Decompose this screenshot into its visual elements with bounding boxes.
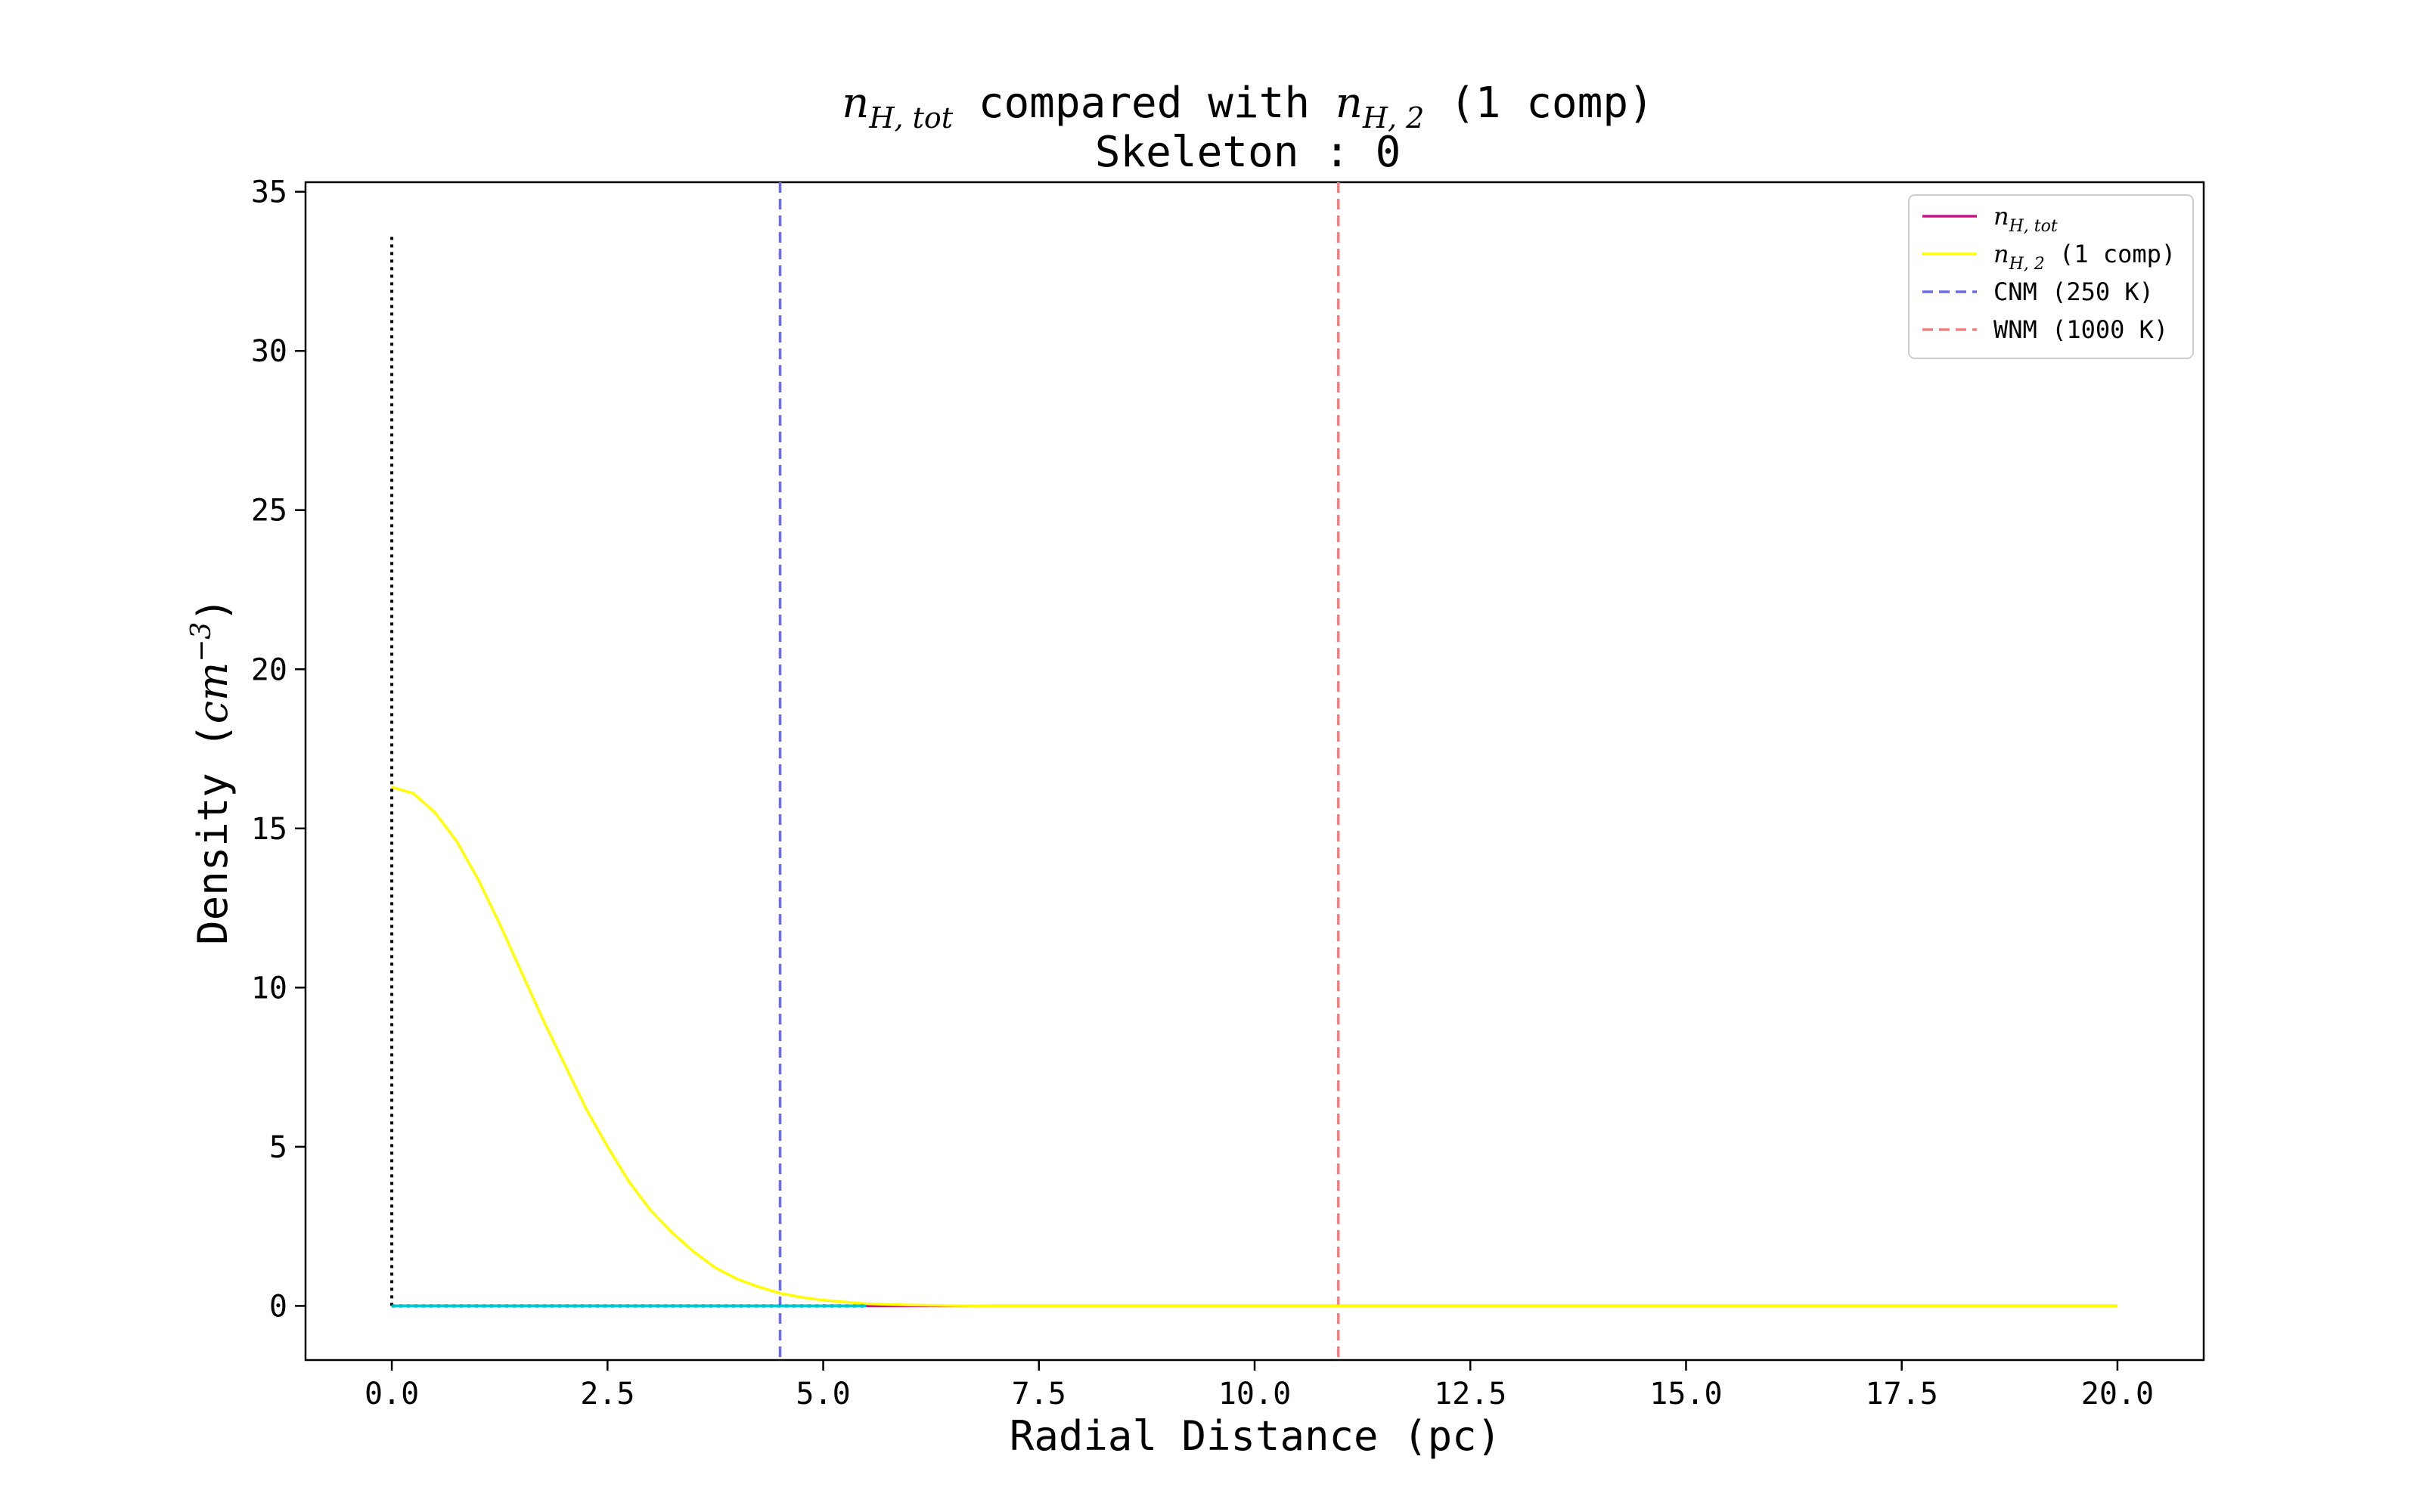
y-label-unit: cm	[189, 662, 237, 723]
y-tick-label: 5	[269, 1130, 287, 1165]
y-tick-label: 0	[269, 1289, 287, 1324]
title-sub-1: H, tot	[868, 101, 953, 135]
y-axis-label: Density (cm−3)	[186, 597, 237, 945]
y-label-exp: −3	[186, 622, 217, 662]
y-tick-label: 10	[251, 971, 287, 1005]
title-tail: (1 comp)	[1424, 79, 1653, 128]
legend-label-cnm: CNM (250 K)	[1993, 277, 2154, 306]
nh2-line	[391, 785, 2118, 1308]
x-axis-ticks: 0.0 2.5 5.0 7.5 10.0 12.5 15.0 17.5 20.0	[365, 1360, 2154, 1411]
y-tick-label: 25	[251, 494, 287, 528]
series-layer	[390, 182, 2118, 1360]
y-tick-label: 20	[251, 652, 287, 687]
y-tick-label: 15	[251, 812, 287, 847]
x-tick-label: 17.5	[1866, 1377, 1938, 1411]
y-tick-label: 35	[251, 175, 287, 210]
title-mid: compared with	[953, 79, 1336, 128]
y-axis-ticks: 0 5 10 15 20 25 30 35	[251, 175, 306, 1324]
legend-box	[1908, 194, 2194, 359]
y-label-prefix: Density (	[189, 723, 237, 945]
x-tick-label: 0.0	[365, 1377, 419, 1411]
y-tick-label: 30	[251, 334, 287, 369]
title-sym-2: n	[1336, 79, 1363, 128]
x-tick-label: 5.0	[796, 1377, 850, 1411]
chart-title: nH, tot compared with nH, 2 (1 comp)	[842, 79, 1654, 135]
x-tick-label: 12.5	[1434, 1377, 1506, 1411]
x-tick-label: 2.5	[580, 1377, 634, 1411]
x-tick-label: 20.0	[2081, 1377, 2154, 1411]
legend-label-wnm: WNM (1000 K)	[1993, 315, 2168, 344]
chart-subtitle: Skeleton : 0	[1095, 128, 1401, 177]
x-tick-label: 7.5	[1012, 1377, 1066, 1411]
legend: nH, tot nH, 2 (1 comp) CNM (250 K) WNM (100…	[1908, 194, 2194, 359]
y-label-suffix: )	[189, 597, 237, 622]
legend-label-nhtot: nH, tot	[1993, 202, 2058, 236]
x-axis-label: Radial Distance (pc)	[1010, 1412, 1501, 1460]
legend-label-nh2: nH, 2 (1 comp)	[1993, 240, 2176, 274]
title-sym-1: n	[842, 79, 869, 128]
x-tick-label: 15.0	[1649, 1377, 1722, 1411]
title-sub-2: H, 2	[1362, 101, 1424, 135]
x-tick-label: 10.0	[1218, 1377, 1291, 1411]
